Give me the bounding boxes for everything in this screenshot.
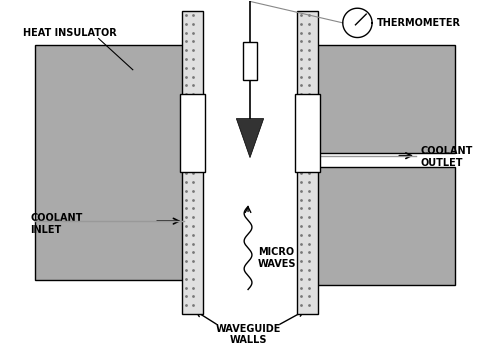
Bar [35, 45, 186, 280]
Bar [203, 11, 297, 314]
Bar [314, 45, 455, 153]
Text: COOLANT
OUTLET: COOLANT OUTLET [421, 146, 474, 167]
Bar [180, 94, 205, 172]
Text: WAVEGUIDE
WALLS: WAVEGUIDE WALLS [216, 324, 280, 345]
Bar [297, 11, 318, 314]
Polygon shape [236, 119, 264, 158]
Bar [243, 42, 257, 80]
Bar [182, 11, 203, 314]
Text: COOLANT
INLET: COOLANT INLET [30, 213, 82, 235]
Text: THERMOMETER: THERMOMETER [377, 18, 461, 28]
Bar [314, 167, 455, 285]
Text: HEAT INSULATOR: HEAT INSULATOR [24, 28, 117, 38]
Bar [295, 94, 320, 172]
Text: MICRO
WAVES: MICRO WAVES [258, 247, 296, 269]
